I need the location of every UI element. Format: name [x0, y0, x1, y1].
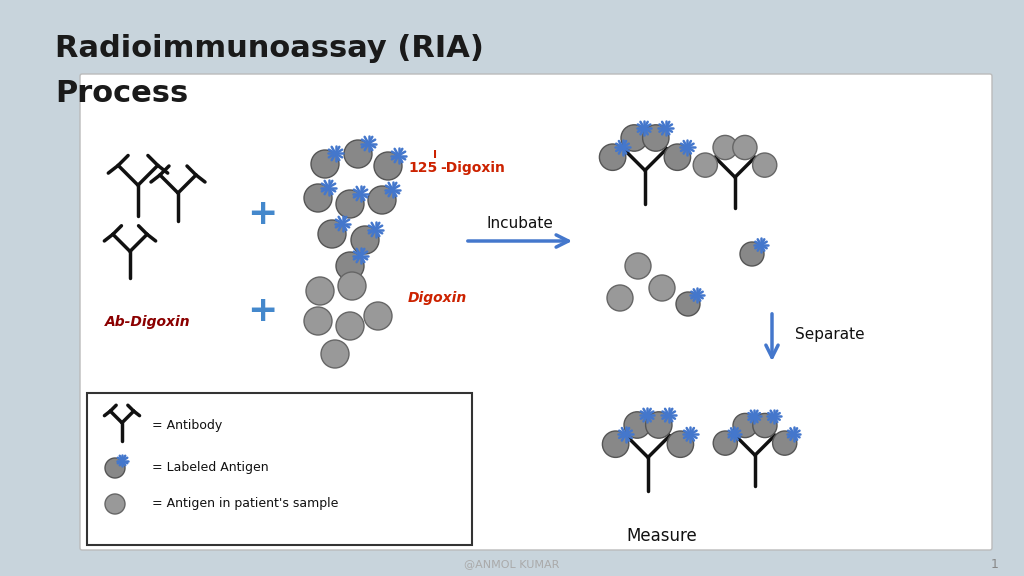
Circle shape [645, 412, 672, 438]
Text: 1: 1 [991, 558, 999, 570]
Text: +: + [247, 197, 278, 231]
Circle shape [105, 458, 125, 478]
Circle shape [772, 431, 797, 455]
Text: Separate: Separate [796, 327, 865, 342]
Circle shape [318, 220, 346, 248]
FancyBboxPatch shape [87, 393, 472, 545]
Text: Process: Process [55, 79, 188, 108]
Circle shape [304, 307, 332, 335]
Circle shape [336, 312, 364, 340]
Circle shape [311, 150, 339, 178]
Circle shape [602, 431, 629, 457]
Text: @ANMOL KUMAR: @ANMOL KUMAR [464, 559, 560, 569]
Circle shape [665, 144, 690, 170]
Circle shape [753, 153, 777, 177]
Circle shape [338, 272, 366, 300]
Circle shape [624, 412, 650, 438]
Circle shape [351, 226, 379, 254]
Circle shape [364, 302, 392, 330]
Text: Radioimmunoassay (RIA): Radioimmunoassay (RIA) [55, 34, 484, 63]
Circle shape [304, 184, 332, 212]
Circle shape [740, 242, 764, 266]
Circle shape [374, 152, 402, 180]
Circle shape [607, 285, 633, 311]
Circle shape [713, 135, 737, 160]
Circle shape [733, 414, 757, 438]
Text: +: + [247, 294, 278, 328]
Circle shape [693, 153, 718, 177]
FancyBboxPatch shape [80, 74, 992, 550]
Text: 125: 125 [408, 161, 437, 175]
Circle shape [733, 135, 757, 160]
Circle shape [336, 252, 364, 280]
Text: = Antigen in patient's sample: = Antigen in patient's sample [152, 498, 338, 510]
Text: Ab-Digoxin: Ab-Digoxin [105, 315, 190, 329]
Text: Incubate: Incubate [486, 217, 553, 232]
Text: I: I [433, 150, 437, 160]
Circle shape [753, 414, 777, 438]
Circle shape [105, 494, 125, 514]
Circle shape [336, 190, 364, 218]
Circle shape [368, 186, 396, 214]
Circle shape [621, 125, 647, 151]
Circle shape [676, 292, 700, 316]
Circle shape [599, 144, 626, 170]
Circle shape [713, 431, 737, 455]
Text: -Digoxin: -Digoxin [440, 161, 505, 175]
Text: Measure: Measure [627, 527, 697, 545]
Circle shape [649, 275, 675, 301]
Text: Digoxin: Digoxin [408, 291, 467, 305]
Text: = Antibody: = Antibody [152, 419, 222, 433]
Circle shape [625, 253, 651, 279]
Circle shape [344, 140, 372, 168]
Circle shape [321, 340, 349, 368]
Circle shape [643, 125, 669, 151]
Circle shape [306, 277, 334, 305]
Circle shape [668, 431, 693, 457]
Text: = Labeled Antigen: = Labeled Antigen [152, 461, 268, 475]
